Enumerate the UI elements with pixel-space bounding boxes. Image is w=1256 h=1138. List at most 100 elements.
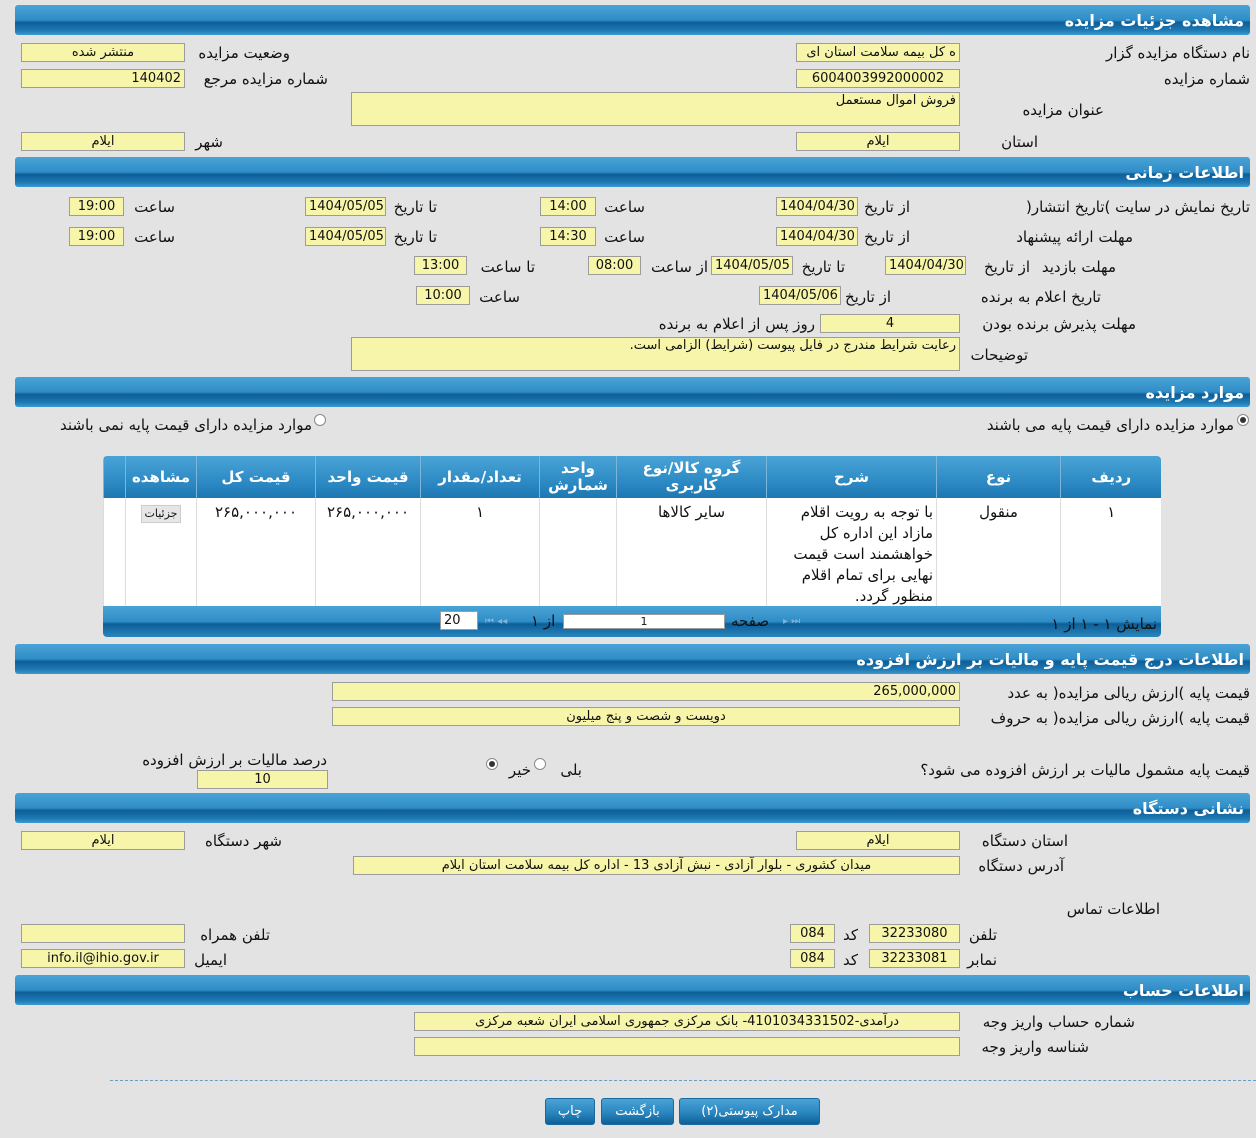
details-button[interactable]: جزئیات [140, 505, 182, 523]
payment-id-field[interactable] [414, 1037, 960, 1056]
col-type[interactable]: نوع [936, 456, 1061, 498]
visit-from-time[interactable]: 08:00 [588, 256, 641, 275]
org-field[interactable]: ه کل بیمه سلامت استان ای [796, 43, 960, 62]
phone-code-label: کد [842, 926, 858, 944]
visit-label: مهلت بازدید [1041, 258, 1116, 276]
to-hour-label: تا ساعت [480, 258, 535, 276]
vat-yes-radio[interactable] [534, 758, 546, 770]
account-number-label: شماره حساب واریز وجه [982, 1013, 1135, 1031]
items-grid: ردیف نوع شرح گروه کالا/نوع کاربری واحد ش… [103, 456, 1161, 637]
attachments-button[interactable]: مدارک پیوستی(۲) [679, 1098, 820, 1125]
offer-to-time[interactable]: 19:00 [69, 227, 124, 246]
fax-code-label: کد [842, 951, 858, 969]
publish-from-time[interactable]: 14:00 [540, 197, 596, 216]
col-desc[interactable]: شرح [766, 456, 937, 498]
radio-without-base-price[interactable] [314, 414, 326, 426]
grid-header-row: ردیف نوع شرح گروه کالا/نوع کاربری واحد ش… [103, 456, 1161, 498]
section-header-address: نشانی دستگاه [15, 793, 1250, 823]
from-date-label: از تاریخ [863, 198, 910, 216]
divider [110, 1080, 1256, 1081]
from-date-label: از تاریخ [983, 258, 1030, 276]
page-size-input[interactable]: 20 [440, 611, 478, 630]
col-unit-price[interactable]: قیمت واحد [315, 456, 421, 498]
section-header-price: اطلاعات درج قیمت پایه و مالیات بر ارزش ا… [15, 644, 1250, 674]
prev-first-page-icons[interactable]: ◂◂ ⏮ [485, 616, 508, 627]
ref-field[interactable]: 140402 [21, 69, 185, 88]
offer-to-date[interactable]: 1404/05/05 [305, 227, 386, 246]
account-number-field[interactable]: درآمدی-4101034331502- بانک مرکزی جمهوری … [414, 1012, 960, 1031]
winner-label: تاریخ اعلام به برنده [980, 288, 1101, 306]
org-province-field[interactable]: ایلام [796, 831, 960, 850]
from-date-label: از تاریخ [844, 288, 891, 306]
vat-no-radio[interactable] [486, 758, 498, 770]
fax-field[interactable]: 32233081 [869, 949, 960, 968]
page-count: از ۱ [531, 612, 556, 630]
province-field[interactable]: ایلام [796, 132, 960, 151]
fax-code-field[interactable]: 084 [790, 949, 835, 968]
ref-label: شماره مزایده مرجع [203, 70, 328, 88]
offer-label: مهلت ارائه پیشنهاد [1016, 228, 1133, 246]
accept-days-field[interactable]: 4 [820, 314, 960, 333]
grid-pager: نمایش ۱ - ۱ از ۱ ⏭ ▸ صفحه 1 از ۱ ◂◂ ⏮ 20 [103, 606, 1161, 637]
offer-from-date[interactable]: 1404/04/30 [776, 227, 858, 246]
org-province-label: استان دستگاه [981, 832, 1068, 850]
phone-code-field[interactable]: 084 [790, 924, 835, 943]
winner-time[interactable]: 10:00 [416, 286, 470, 305]
table-row: ۱ منقول با توجه به رویت اقلام مازاد این … [103, 498, 1161, 613]
col-total[interactable]: قیمت کل [196, 456, 316, 498]
hour-label: ساعت [604, 198, 645, 216]
vat-percent-field[interactable]: 10 [197, 770, 328, 789]
cell-view: جزئیات [125, 498, 197, 613]
hour-label: ساعت [134, 198, 175, 216]
city-field[interactable]: ایلام [21, 132, 185, 151]
email-field[interactable]: info.il@ihio.gov.ir [21, 949, 185, 968]
contact-label: اطلاعات تماس [1066, 900, 1160, 918]
col-group[interactable]: گروه کالا/نوع کاربری [616, 456, 767, 498]
base-price-number-label: قیمت پایه )ارزش ریالی مزایده( به عدد [1007, 684, 1250, 702]
print-button[interactable]: چاپ [545, 1098, 595, 1125]
visit-to-time[interactable]: 13:00 [414, 256, 467, 275]
org-address-label: آدرس دستگاه [978, 857, 1064, 875]
col-unit[interactable]: واحد شمارش [539, 456, 617, 498]
hour-label: ساعت [479, 288, 520, 306]
base-price-words-field[interactable]: دویست و شصت و پنج میلیون [332, 707, 960, 726]
email-label: ایمیل [194, 951, 227, 969]
visit-from-date[interactable]: 1404/04/30 [885, 256, 966, 275]
section-header-details: مشاهده جزئیات مزایده [15, 5, 1250, 35]
publish-to-time[interactable]: 19:00 [69, 197, 124, 216]
notes-field[interactable]: رعایت شرایط مندرج در فایل پیوست (شرایط) … [351, 337, 960, 371]
visit-to-date[interactable]: 1404/05/05 [711, 256, 793, 275]
title-field[interactable]: فروش اموال مستعمل [351, 92, 960, 126]
base-price-words-label: قیمت پایه )ارزش ریالی مزایده( به حروف [990, 709, 1250, 727]
back-button[interactable]: بازگشت [601, 1098, 674, 1125]
col-spacer [103, 456, 126, 498]
vat-no-label: خیر [508, 761, 531, 779]
col-view[interactable]: مشاهده [125, 456, 197, 498]
status-field[interactable]: منتشر شده [21, 43, 185, 62]
offer-from-time[interactable]: 14:30 [540, 227, 596, 246]
accept-suffix: روز پس از اعلام به برنده [658, 315, 815, 333]
publish-from-date[interactable]: 1404/04/30 [776, 197, 858, 216]
radio-with-base-price[interactable] [1237, 414, 1249, 426]
org-address-field[interactable]: میدان کشوری - بلوار آزادی - نبش آزادی 13… [353, 856, 960, 875]
publish-label: تاریخ نمایش در سایت )تاریخ انتشار( [1026, 198, 1250, 216]
fax-label: نمابر [967, 951, 997, 969]
publish-to-date[interactable]: 1404/05/05 [305, 197, 386, 216]
page-input[interactable]: 1 [563, 614, 725, 629]
org-city-field[interactable]: ایلام [21, 831, 185, 850]
col-row[interactable]: ردیف [1060, 456, 1161, 498]
winner-date[interactable]: 1404/05/06 [759, 286, 841, 305]
number-field[interactable]: 6004003992000002 [796, 69, 960, 88]
pager-summary: نمایش ۱ - ۱ از ۱ [1051, 615, 1157, 633]
section-header-time: اطلاعات زمانی [15, 157, 1250, 187]
to-date-label: تا تاریخ [393, 228, 437, 246]
phone-field[interactable]: 32233080 [869, 924, 960, 943]
mobile-field[interactable] [21, 924, 185, 943]
col-qty[interactable]: تعداد/مقدار [420, 456, 540, 498]
cell-total: ۲۶۵,۰۰۰,۰۰۰ [196, 498, 316, 613]
province-label: استان [1001, 133, 1038, 151]
vat-percent-label: درصد مالیات بر ارزش افزوده [142, 751, 327, 769]
cell-unit-price: ۲۶۵,۰۰۰,۰۰۰ [315, 498, 421, 613]
base-price-number-field[interactable]: 265,000,000 [332, 682, 960, 701]
first-last-page-icons[interactable]: ⏭ ▸ [783, 616, 801, 627]
